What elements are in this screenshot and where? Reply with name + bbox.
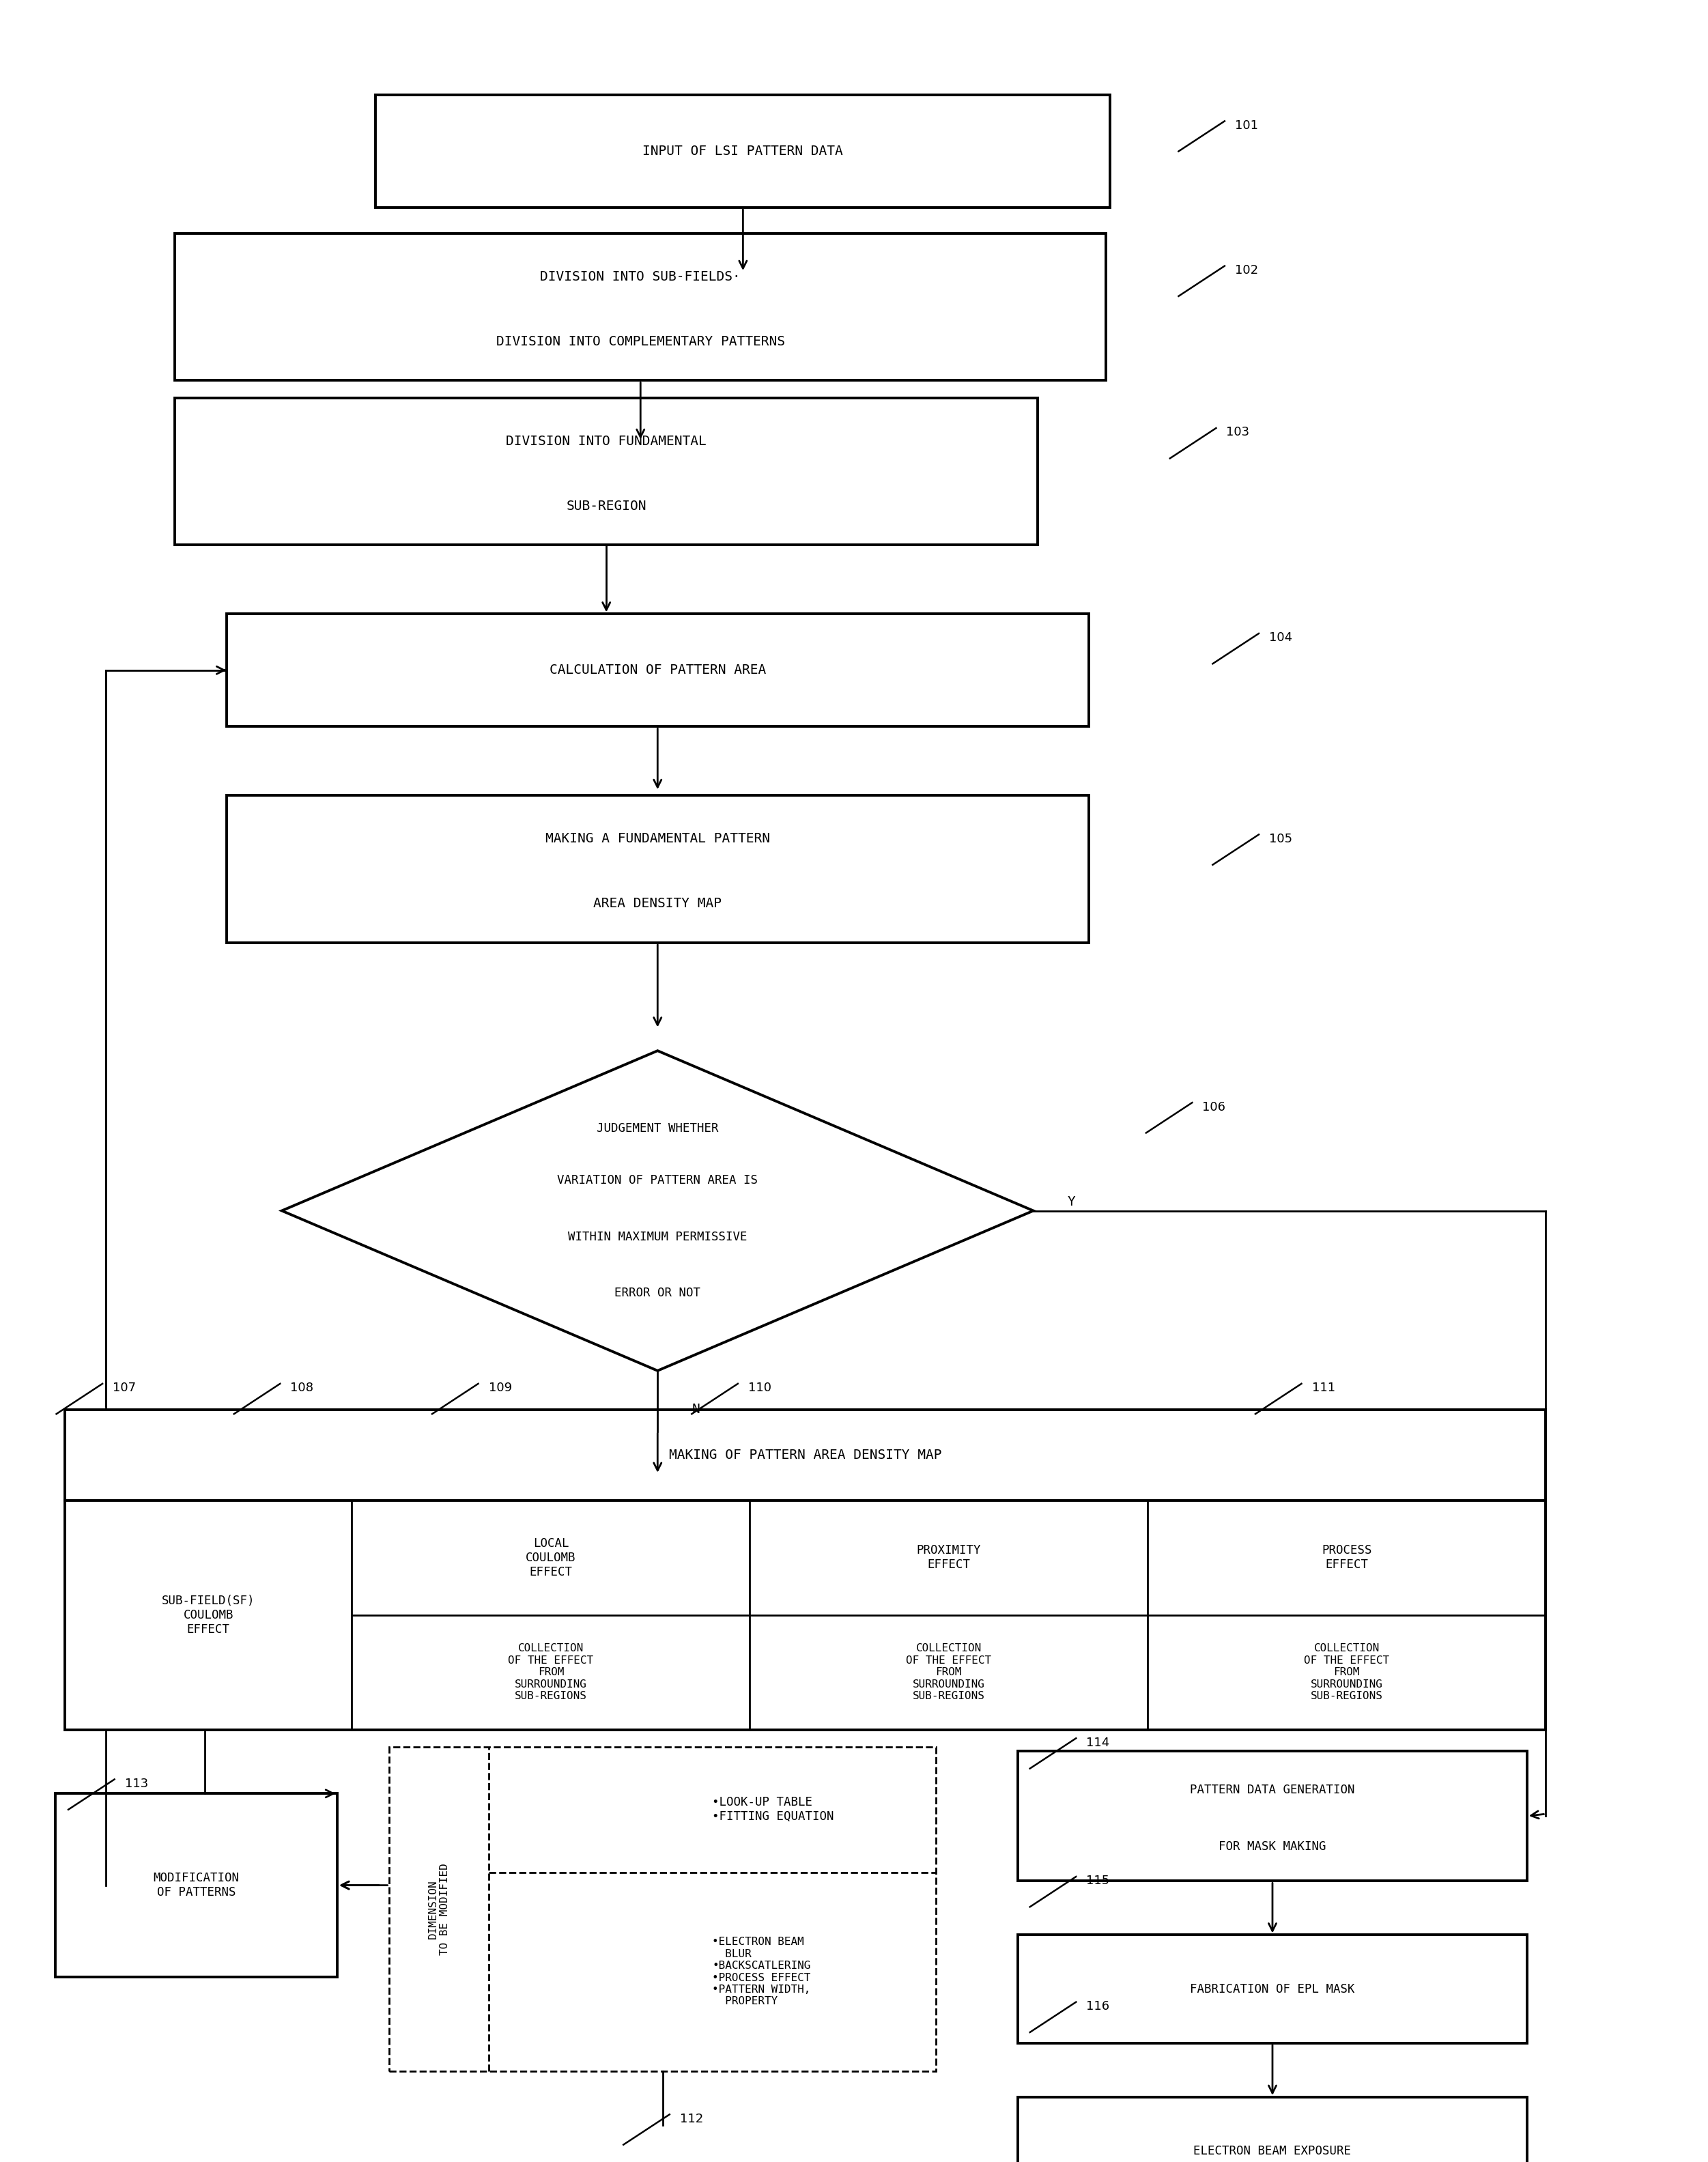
Text: FABRICATION OF EPL MASK: FABRICATION OF EPL MASK <box>1190 1983 1354 1996</box>
Text: SUB-FIELD(SF)
COULOMB
EFFECT: SUB-FIELD(SF) COULOMB EFFECT <box>162 1596 254 1634</box>
Text: 103: 103 <box>1226 426 1250 439</box>
Bar <box>65 1410 1546 1730</box>
Bar <box>1018 1751 1527 1881</box>
Text: 111: 111 <box>1312 1382 1336 1394</box>
Text: DIVISION INTO SUB-FIELDS·: DIVISION INTO SUB-FIELDS· <box>540 270 741 283</box>
Bar <box>174 398 1037 545</box>
Polygon shape <box>282 1051 1033 1371</box>
Text: Y: Y <box>1068 1196 1076 1209</box>
Text: 113: 113 <box>125 1777 149 1790</box>
Bar <box>225 796 1090 943</box>
Text: SUB-REGION: SUB-REGION <box>567 499 646 512</box>
Text: LOCAL
COULOMB
EFFECT: LOCAL COULOMB EFFECT <box>526 1537 576 1578</box>
Text: JUDGEMENT WHETHER: JUDGEMENT WHETHER <box>596 1122 719 1135</box>
Bar <box>1018 2097 1527 2162</box>
Text: COLLECTION
OF THE EFFECT
FROM
SURROUNDING
SUB-REGIONS: COLLECTION OF THE EFFECT FROM SURROUNDIN… <box>507 1643 594 1701</box>
Text: 106: 106 <box>1202 1100 1226 1113</box>
Text: CALCULATION OF PATTERN AREA: CALCULATION OF PATTERN AREA <box>550 664 765 677</box>
Text: COLLECTION
OF THE EFFECT
FROM
SURROUNDING
SUB-REGIONS: COLLECTION OF THE EFFECT FROM SURROUNDIN… <box>905 1643 992 1701</box>
Text: 101: 101 <box>1235 119 1259 132</box>
Text: 110: 110 <box>748 1382 772 1394</box>
Text: 114: 114 <box>1086 1736 1110 1749</box>
Bar <box>389 1747 936 2071</box>
Text: 104: 104 <box>1269 631 1293 644</box>
Text: 112: 112 <box>680 2112 704 2125</box>
Text: N: N <box>692 1403 700 1416</box>
Text: 105: 105 <box>1269 832 1293 845</box>
Text: VARIATION OF PATTERN AREA IS: VARIATION OF PATTERN AREA IS <box>557 1174 758 1187</box>
Text: ERROR OR NOT: ERROR OR NOT <box>615 1286 700 1299</box>
Text: COLLECTION
OF THE EFFECT
FROM
SURROUNDING
SUB-REGIONS: COLLECTION OF THE EFFECT FROM SURROUNDIN… <box>1303 1643 1390 1701</box>
Text: DIVISION INTO COMPLEMENTARY PATTERNS: DIVISION INTO COMPLEMENTARY PATTERNS <box>495 335 786 348</box>
Bar <box>55 1794 338 1976</box>
Text: 108: 108 <box>290 1382 314 1394</box>
Text: 107: 107 <box>113 1382 137 1394</box>
Text: PROCESS
EFFECT: PROCESS EFFECT <box>1322 1544 1372 1572</box>
Text: •LOOK-UP TABLE
•FITTING EQUATION: •LOOK-UP TABLE •FITTING EQUATION <box>712 1797 834 1823</box>
Text: PROXIMITY
EFFECT: PROXIMITY EFFECT <box>917 1544 980 1572</box>
Text: DIVISION INTO FUNDAMENTAL: DIVISION INTO FUNDAMENTAL <box>506 435 707 448</box>
Text: 116: 116 <box>1086 2000 1110 2013</box>
Text: PATTERN DATA GENERATION: PATTERN DATA GENERATION <box>1190 1784 1354 1797</box>
Text: DIMENSION
TO BE MODIFIED: DIMENSION TO BE MODIFIED <box>429 1864 449 1954</box>
Bar <box>225 614 1090 726</box>
Bar <box>1018 1935 1527 2043</box>
Text: 102: 102 <box>1235 264 1259 277</box>
Text: AREA DENSITY MAP: AREA DENSITY MAP <box>593 897 722 910</box>
Bar <box>376 95 1110 208</box>
Text: ELECTRON BEAM EXPOSURE: ELECTRON BEAM EXPOSURE <box>1194 2145 1351 2158</box>
Bar <box>174 233 1107 381</box>
Text: 115: 115 <box>1086 1874 1110 1887</box>
Text: MODIFICATION
OF PATTERNS: MODIFICATION OF PATTERNS <box>154 1872 239 1898</box>
Text: INPUT OF LSI PATTERN DATA: INPUT OF LSI PATTERN DATA <box>642 145 844 158</box>
Text: •ELECTRON BEAM
  BLUR
•BACKSCATLERING
•PROCESS EFFECT
•PATTERN WIDTH,
  PROPERTY: •ELECTRON BEAM BLUR •BACKSCATLERING •PRO… <box>712 1937 811 2006</box>
Text: 109: 109 <box>488 1382 512 1394</box>
Text: WITHIN MAXIMUM PERMISSIVE: WITHIN MAXIMUM PERMISSIVE <box>569 1230 746 1243</box>
Text: MAKING OF PATTERN AREA DENSITY MAP: MAKING OF PATTERN AREA DENSITY MAP <box>670 1449 941 1462</box>
Text: MAKING A FUNDAMENTAL PATTERN: MAKING A FUNDAMENTAL PATTERN <box>545 832 770 845</box>
Text: FOR MASK MAKING: FOR MASK MAKING <box>1220 1840 1325 1853</box>
